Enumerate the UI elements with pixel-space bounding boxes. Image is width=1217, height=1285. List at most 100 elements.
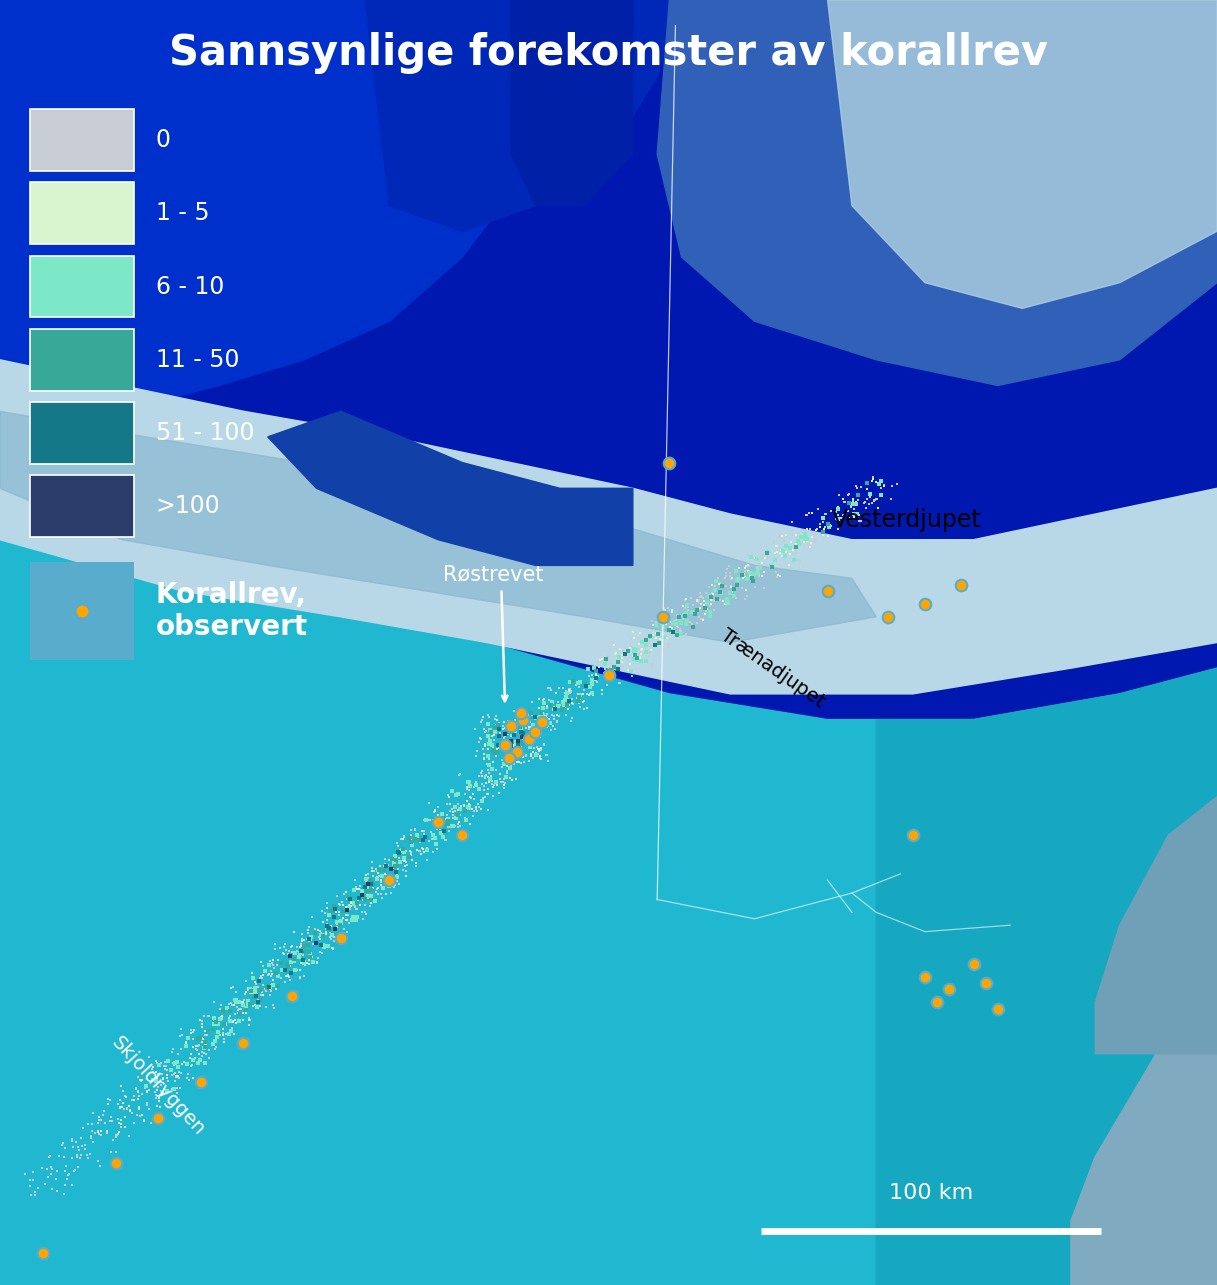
Point: [546, 711, 566, 731]
Point: [493, 718, 512, 739]
Point: [344, 893, 364, 914]
Point: [179, 1064, 198, 1085]
Point: [842, 493, 862, 514]
Point: [316, 923, 336, 943]
Point: [543, 691, 562, 712]
Point: [624, 649, 644, 669]
Point: [868, 488, 887, 509]
Point: [399, 828, 419, 848]
Point: [554, 678, 573, 699]
Point: [230, 1011, 249, 1032]
Point: [434, 821, 454, 842]
Point: [475, 744, 494, 765]
Point: [206, 1014, 225, 1034]
Point: [145, 1070, 164, 1091]
Point: [424, 825, 443, 846]
Point: [256, 961, 275, 982]
Point: [663, 613, 683, 634]
Point: [649, 623, 668, 644]
Point: [212, 1007, 231, 1028]
Point: [643, 654, 662, 675]
Point: [168, 1058, 187, 1078]
Point: [176, 1033, 196, 1054]
Point: [533, 705, 553, 726]
Point: [689, 607, 708, 627]
Point: [781, 531, 801, 551]
Point: [517, 707, 537, 727]
Point: [654, 622, 673, 642]
Point: [815, 517, 835, 537]
Point: [460, 794, 479, 815]
Point: [302, 946, 321, 966]
Point: [305, 919, 325, 939]
Point: [56, 1160, 75, 1181]
Point: [253, 975, 273, 996]
Point: [138, 1092, 157, 1113]
Point: [596, 649, 616, 669]
Point: [610, 648, 629, 668]
Point: [290, 937, 309, 957]
Point: [511, 712, 531, 732]
Point: [655, 640, 674, 660]
Point: [655, 598, 674, 618]
Point: [291, 935, 310, 956]
Point: [106, 1142, 125, 1163]
Point: [459, 771, 478, 792]
Point: [89, 1121, 108, 1141]
Point: [535, 705, 555, 726]
Point: [510, 712, 529, 732]
Point: [769, 523, 789, 544]
Point: [448, 784, 467, 804]
Point: [663, 621, 683, 641]
Point: [80, 1144, 100, 1164]
Point: [438, 811, 458, 831]
Point: [521, 726, 540, 747]
Point: [528, 739, 548, 759]
Point: [867, 472, 886, 492]
Point: [157, 1065, 176, 1086]
Point: [252, 984, 271, 1005]
Point: [504, 754, 523, 775]
Point: [492, 771, 511, 792]
Point: [312, 925, 331, 946]
Point: [531, 707, 550, 727]
Point: [207, 1027, 226, 1047]
Bar: [30, 256, 134, 317]
Point: [333, 901, 353, 921]
Point: [839, 484, 858, 505]
Point: [358, 869, 377, 889]
Point: [176, 1068, 196, 1088]
Point: [402, 846, 421, 866]
Point: [476, 734, 495, 754]
Point: [795, 531, 814, 551]
Point: [787, 531, 807, 551]
Point: [425, 802, 444, 822]
Point: [560, 691, 579, 712]
Point: [445, 807, 465, 828]
Point: [432, 804, 452, 825]
Point: [366, 870, 386, 891]
Point: [361, 884, 381, 905]
Point: [531, 703, 550, 723]
Point: [257, 996, 276, 1016]
Point: [579, 685, 599, 705]
Point: [497, 766, 516, 786]
Point: [344, 870, 364, 891]
Point: [623, 622, 643, 642]
Point: [428, 804, 448, 825]
Point: [813, 522, 832, 542]
Point: [471, 711, 490, 731]
Point: [408, 825, 427, 846]
Point: [830, 508, 849, 528]
Point: [441, 793, 460, 813]
Point: [91, 1109, 111, 1130]
Point: [493, 716, 512, 736]
Point: [563, 672, 583, 693]
Point: [568, 684, 588, 704]
Point: [571, 685, 590, 705]
Point: [148, 1108, 168, 1128]
Point: [245, 978, 264, 998]
Point: [497, 735, 516, 756]
Point: [284, 948, 303, 969]
Point: [671, 612, 690, 632]
